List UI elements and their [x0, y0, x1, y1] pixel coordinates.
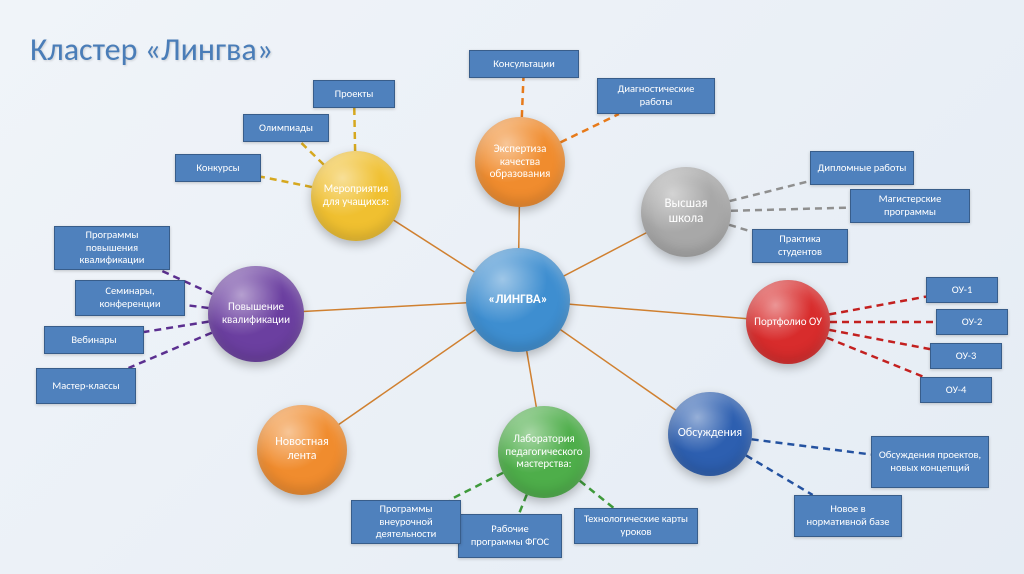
leaf-box: ОУ-4 [920, 377, 992, 403]
node-qualif: Повышение квалификации [208, 266, 304, 362]
leaf-box: ОУ-1 [926, 277, 998, 303]
node-lingva: «ЛИНГВА» [466, 248, 570, 352]
leaf-box: Обсуждения проектов, новых концепций [871, 436, 989, 488]
node-events: Мероприятия для учащихся: [311, 151, 401, 241]
leaf-box: Новое в нормативной базе [794, 495, 902, 537]
leaf-box: Рабочие программы ФГОС [458, 514, 562, 558]
node-school: Высшая школа [641, 167, 731, 257]
node-expertise: Экспертиза качества образования [475, 117, 565, 207]
page-title: Кластер «Лингва» [30, 30, 273, 69]
node-lab: Лаборатория педагогического мастерства: [498, 406, 590, 498]
leaf-box: Технологические карты уроков [574, 508, 698, 544]
leaf-box: Семинары, конференции [75, 280, 185, 316]
leaf-box: Диагностические работы [597, 78, 715, 114]
leaf-box: ОУ-2 [936, 309, 1008, 335]
leaf-box: Консультации [469, 50, 579, 78]
leaf-box: Магистерские программы [850, 189, 970, 223]
leaf-box: Дипломные работы [810, 151, 914, 185]
leaf-box: ОУ-3 [930, 343, 1002, 369]
leaf-box: Практика студентов [752, 229, 848, 263]
node-portfolio: Портфолио ОУ [746, 280, 830, 364]
leaf-box: Проекты [313, 80, 395, 108]
leaf-box: Мастер-классы [36, 368, 136, 404]
leaf-box: Вебинары [44, 326, 144, 354]
leaf-box: Олимпиады [243, 114, 329, 142]
node-discuss: Обсуждения [668, 392, 752, 476]
leaf-box: Программы внеурочной деятельности [351, 500, 461, 544]
leaf-box: Программы повышения квалификации [54, 226, 170, 270]
leaf-box: Конкурсы [175, 154, 261, 182]
node-news: Новостная лента [257, 405, 347, 495]
